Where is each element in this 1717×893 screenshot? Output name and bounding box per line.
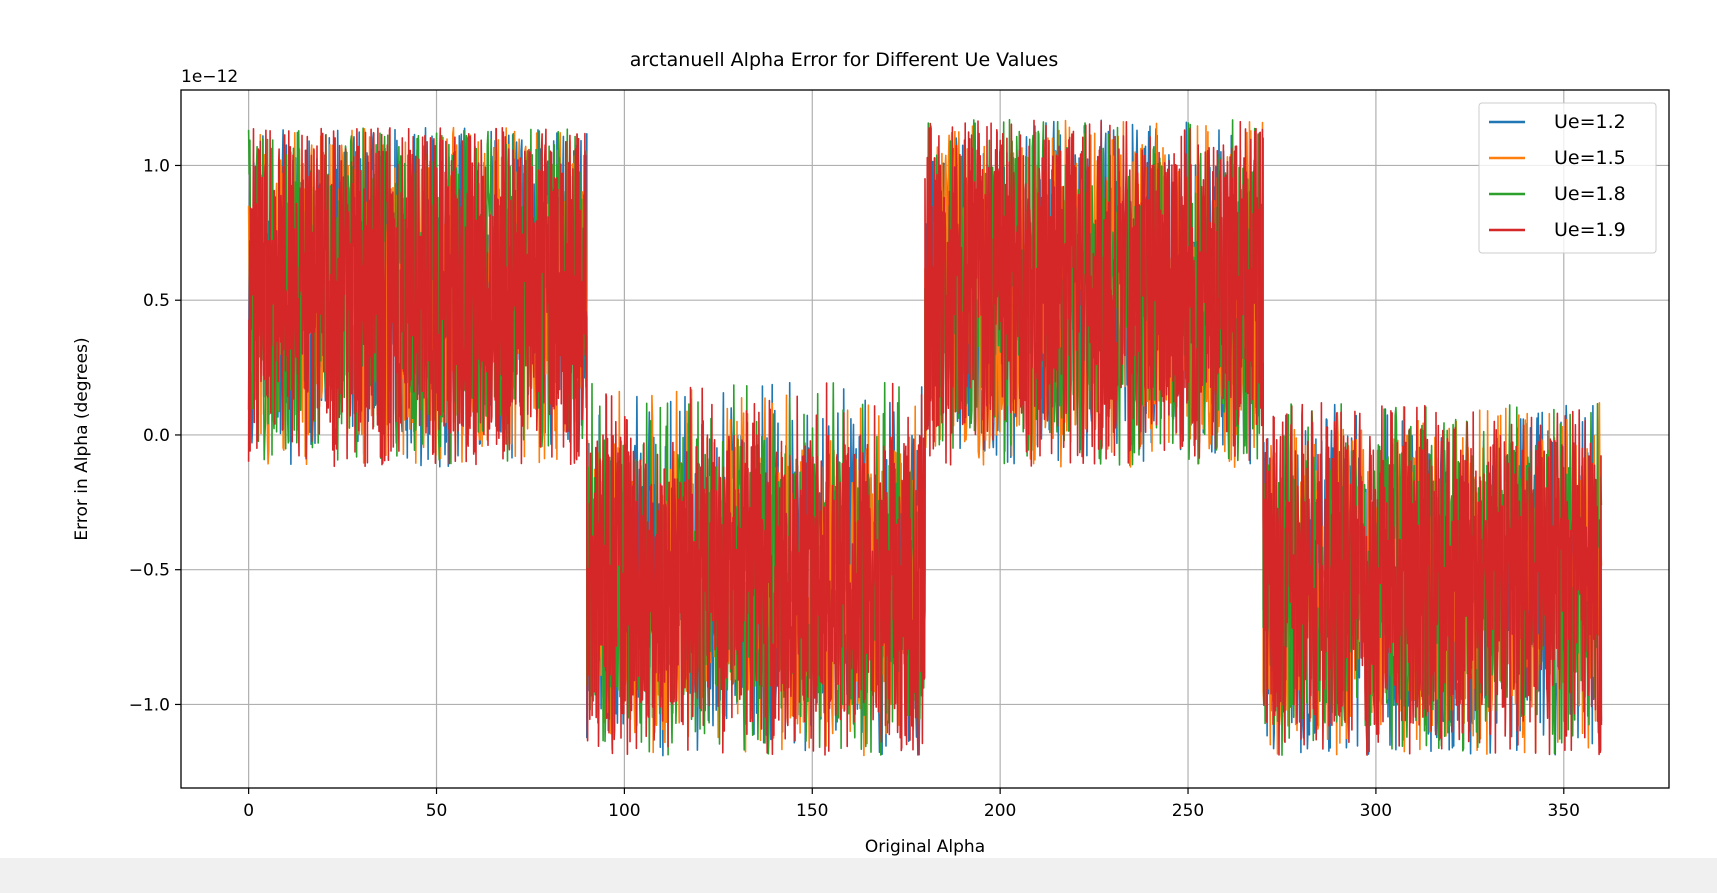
- axes-frame: [180, 89, 1670, 789]
- series-line: [247, 119, 1603, 756]
- y-tick-label: 1.0: [143, 156, 170, 176]
- y-axis-label: Error in Alpha (degrees): [72, 337, 92, 540]
- legend-entry: Ue=1.5: [1554, 147, 1626, 169]
- chart: arctanuell Alpha Error for Different Ue …: [72, 49, 1670, 857]
- y-axis: −1.0 −0.5 0.0 0.5 1.0: [129, 156, 181, 715]
- x-tick-label: 350: [1548, 801, 1580, 821]
- legend-entry: Ue=1.8: [1554, 183, 1626, 205]
- legend-entry: Ue=1.2: [1554, 111, 1626, 133]
- y-tick-label: 0.0: [143, 426, 170, 446]
- chart-title: arctanuell Alpha Error for Different Ue …: [630, 49, 1059, 71]
- y-tick-label: −0.5: [129, 561, 170, 581]
- x-tick-label: 150: [796, 801, 828, 821]
- x-axis: 0 50 100 150 200 250 300 350: [243, 788, 1580, 821]
- x-tick-label: 100: [608, 801, 640, 821]
- x-tick-label: 50: [426, 801, 448, 821]
- y-offset-label: 1e−12: [181, 67, 238, 87]
- x-tick-label: 0: [243, 801, 254, 821]
- legend-entry: Ue=1.9: [1554, 219, 1626, 241]
- x-axis-label: Original Alpha: [865, 837, 985, 857]
- x-tick-label: 250: [1172, 801, 1204, 821]
- x-tick-label: 200: [984, 801, 1016, 821]
- bottom-strip: [0, 858, 1717, 893]
- legend-box: [1478, 102, 1657, 254]
- y-tick-label: −1.0: [129, 695, 170, 715]
- x-tick-label: 300: [1360, 801, 1392, 821]
- plot-area: [247, 118, 1603, 757]
- legend: Ue=1.2 Ue=1.5 Ue=1.8 Ue=1.9: [1478, 102, 1657, 254]
- y-tick-label: 0.5: [143, 291, 170, 311]
